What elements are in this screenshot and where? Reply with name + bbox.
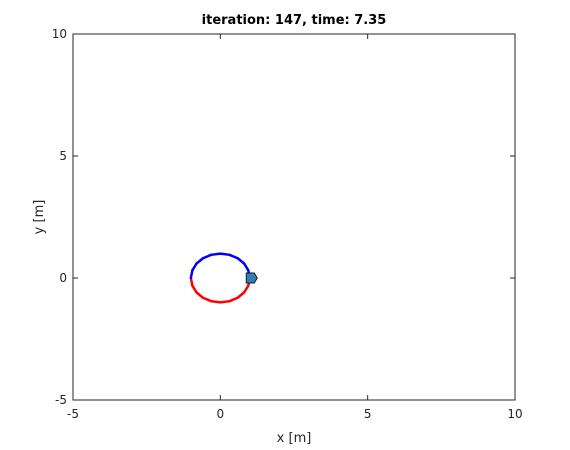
trajectory-point xyxy=(189,276,193,280)
trajectory-point xyxy=(209,253,213,257)
trajectory-point xyxy=(195,291,198,294)
trajectory-point xyxy=(228,299,231,303)
trajectory-point xyxy=(191,284,194,287)
x-axis-label: x [m] xyxy=(277,431,312,446)
trajectory-point xyxy=(243,291,246,294)
trajectory-point xyxy=(243,262,246,265)
axis-ticks: -5 0 5 10 -5 0 5 10 xyxy=(52,27,523,421)
y-tick-label: 0 xyxy=(59,271,67,285)
robot-body xyxy=(245,272,258,284)
trajectory-point xyxy=(195,262,198,265)
trajectory-point xyxy=(191,269,194,272)
trajectory-point xyxy=(201,257,205,260)
trajectory-point xyxy=(236,296,239,299)
y-tick-label: 5 xyxy=(59,149,67,163)
series-layer xyxy=(189,252,258,304)
trajectory-point xyxy=(247,269,250,272)
chart-title: iteration: 147, time: 7.35 xyxy=(202,13,387,28)
x-tick-label: 0 xyxy=(217,407,225,421)
y-tick-label: 10 xyxy=(52,27,67,41)
x-tick-label: 10 xyxy=(507,407,522,421)
plot-area xyxy=(72,33,516,401)
trajectory-point xyxy=(247,284,250,287)
robot-marker xyxy=(245,272,258,284)
y-axis-label: y [m] xyxy=(32,200,47,235)
trajectory-point xyxy=(228,253,231,257)
trajectory-point xyxy=(219,252,222,255)
trajectory-point xyxy=(201,296,205,299)
trajectory-point xyxy=(236,257,239,260)
y-tick-label: -5 xyxy=(55,393,67,407)
trajectory-point xyxy=(209,299,213,303)
x-tick-label: -5 xyxy=(67,407,79,421)
x-tick-label: 5 xyxy=(364,407,372,421)
trajectory-point xyxy=(219,301,222,304)
